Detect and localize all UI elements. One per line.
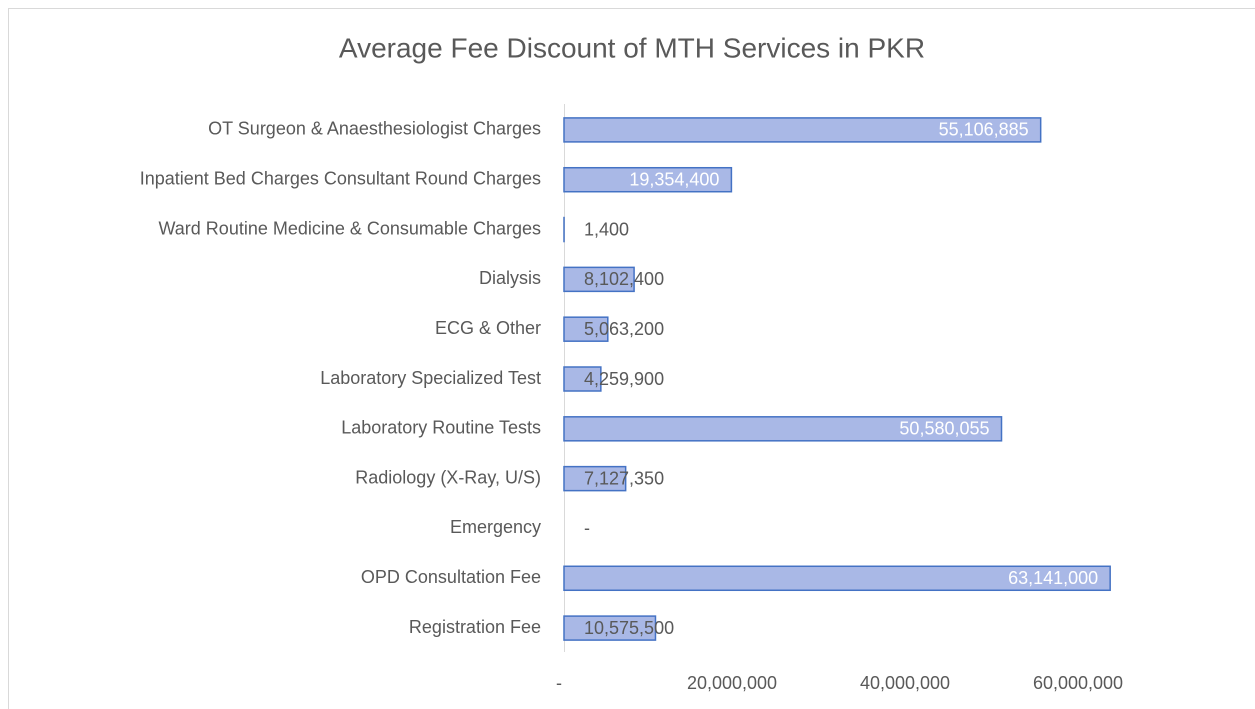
data-label: 63,141,000	[1008, 568, 1098, 588]
y-tick-label: ECG & Other	[435, 318, 541, 338]
bar	[563, 565, 1111, 592]
data-label: 4,259,900	[584, 369, 664, 389]
x-tick-label: 40,000,000	[860, 673, 950, 693]
y-tick-label: OT Surgeon & Anaesthesiologist Charges	[208, 119, 541, 139]
y-tick-label: Dialysis	[479, 268, 541, 288]
y-tick-label: Emergency	[450, 517, 541, 537]
x-tick-label: 60,000,000	[1033, 673, 1123, 693]
data-label: 7,127,350	[584, 468, 664, 488]
bar	[563, 416, 1003, 442]
bar	[563, 266, 635, 293]
bar	[563, 117, 1042, 143]
x-tick-label: -	[556, 673, 562, 693]
y-tick-label: Laboratory Routine Tests	[341, 418, 541, 438]
data-label: 50,580,055	[899, 419, 989, 439]
bar	[563, 316, 609, 342]
bar	[563, 465, 627, 492]
chart-title: Average Fee Discount of MTH Services in …	[339, 32, 925, 63]
bar	[563, 166, 733, 193]
data-label: 19,354,400	[629, 169, 719, 189]
y-tick-label: Radiology (X-Ray, U/S)	[355, 467, 541, 487]
data-label: 10,575,500	[584, 618, 674, 638]
y-tick-label: Registration Fee	[409, 617, 541, 637]
y-tick-label: Ward Routine Medicine & Consumable Charg…	[158, 218, 541, 238]
data-label: 5,063,200	[584, 319, 664, 339]
bar	[563, 366, 602, 392]
data-label: 1,400	[584, 219, 629, 239]
y-tick-label: Inpatient Bed Charges Consultant Round C…	[140, 168, 541, 188]
y-tick-label: Laboratory Specialized Test	[320, 368, 541, 388]
data-label: 55,106,885	[939, 120, 1029, 140]
data-label: 8,102,400	[584, 269, 664, 289]
data-label: -	[584, 518, 590, 538]
y-tick-label: OPD Consultation Fee	[361, 567, 541, 587]
bar	[563, 615, 657, 641]
x-tick-label: 20,000,000	[687, 673, 777, 693]
